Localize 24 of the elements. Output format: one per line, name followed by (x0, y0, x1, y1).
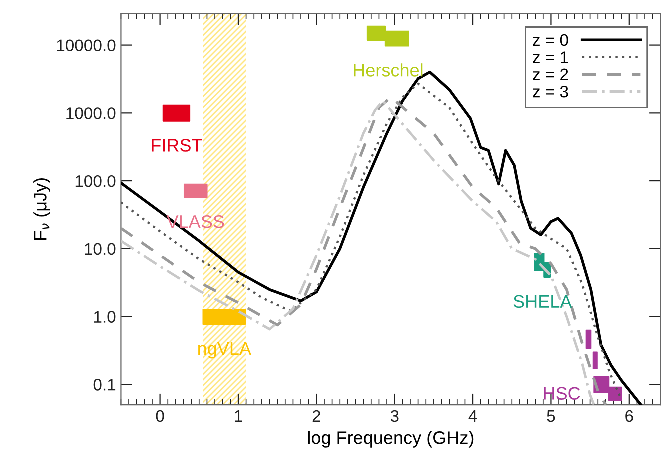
annotation: SHELA (514, 295, 572, 308)
legend-label: z = 3 (533, 86, 568, 98)
x-tick-label: 2 (312, 410, 320, 422)
x-tick-label: 3 (390, 410, 399, 422)
annotation: Herschel (354, 64, 423, 77)
annotation: FIRST (152, 139, 202, 152)
x-tick-label: 5 (547, 410, 556, 422)
y-tick-label: 0.1 (94, 379, 116, 391)
x-tick-label: 4 (468, 410, 478, 422)
legend-label: z = 0 (533, 34, 568, 46)
annotation: HSC (544, 387, 580, 400)
y-tick-label: 1000.0 (66, 108, 116, 120)
y-tick-label: 100.0 (76, 175, 116, 188)
y-axis-title: F$_{ν}$ (μJy) (34, 178, 50, 240)
x-tick-label: 6 (626, 410, 634, 422)
x-axis-title: log Frequency (GHz) (308, 431, 474, 448)
x-tick-label: 0 (156, 410, 164, 422)
legend-label: z = 1 (533, 52, 568, 64)
x-tick-label: 1 (235, 410, 242, 422)
y-tick-label: 10000.0 (57, 40, 116, 52)
y-tick-label: 1.0 (94, 311, 116, 323)
y-tick-label: 10.0 (85, 243, 116, 256)
legend-label: z = 2 (533, 68, 568, 80)
annotation: ngVLA (198, 342, 252, 359)
